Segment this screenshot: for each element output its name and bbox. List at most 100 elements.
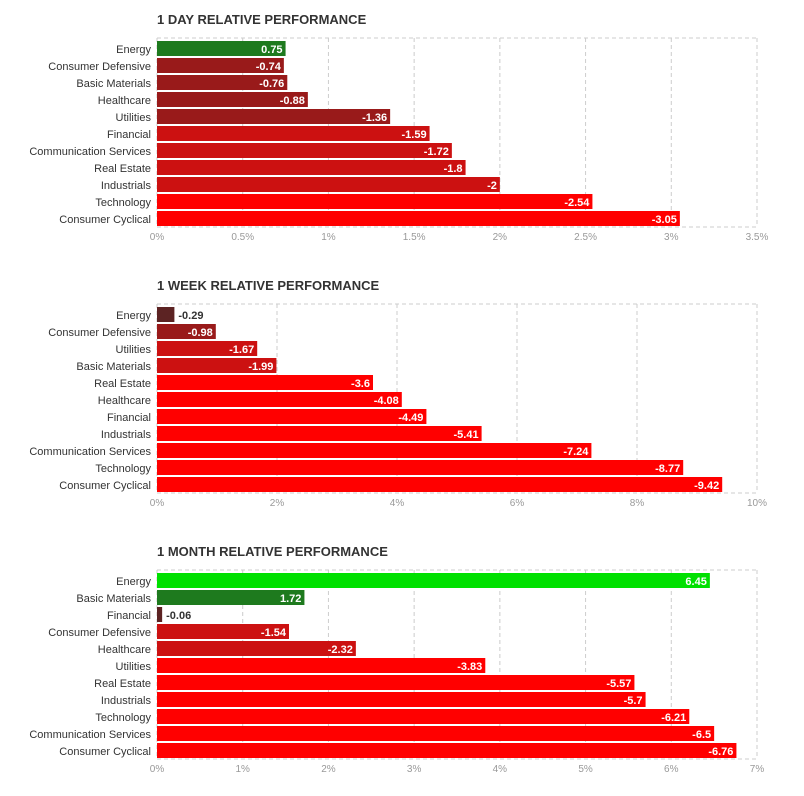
bar[interactable] bbox=[157, 211, 680, 226]
value-label: 0.75 bbox=[261, 44, 282, 56]
bar[interactable] bbox=[157, 443, 592, 458]
value-label: -0.29 bbox=[178, 310, 203, 322]
category-label: Healthcare bbox=[98, 644, 151, 656]
tick-label: 10% bbox=[747, 498, 767, 509]
category-label: Technology bbox=[95, 197, 151, 209]
chart-title: 1 DAY RELATIVE PERFORMANCE bbox=[157, 12, 367, 27]
category-label: Real Estate bbox=[94, 378, 151, 390]
bar[interactable] bbox=[157, 143, 452, 158]
bar[interactable] bbox=[157, 409, 427, 424]
value-label: -2.54 bbox=[564, 197, 590, 209]
category-label: Real Estate bbox=[94, 678, 151, 690]
category-label: Industrials bbox=[101, 695, 152, 707]
bar[interactable] bbox=[157, 341, 258, 356]
value-label: -6.21 bbox=[661, 712, 686, 724]
value-label: -1.59 bbox=[401, 129, 426, 141]
value-label: -1.67 bbox=[229, 344, 254, 356]
value-label: -0.06 bbox=[166, 610, 191, 622]
category-label: Utilities bbox=[116, 344, 152, 356]
bar[interactable] bbox=[157, 658, 486, 673]
category-label: Communication Services bbox=[29, 446, 151, 458]
category-label: Consumer Cyclical bbox=[59, 480, 151, 492]
bar[interactable] bbox=[157, 41, 286, 56]
bar[interactable] bbox=[157, 392, 402, 407]
bar[interactable] bbox=[157, 358, 277, 373]
tick-label: 3.5% bbox=[746, 232, 769, 243]
value-label: -0.74 bbox=[256, 61, 282, 73]
value-label: -1.8 bbox=[444, 163, 463, 175]
bar[interactable] bbox=[157, 194, 593, 209]
bar[interactable] bbox=[157, 160, 466, 175]
category-label: Utilities bbox=[116, 661, 152, 673]
value-label: -4.08 bbox=[374, 395, 399, 407]
category-label: Energy bbox=[116, 576, 151, 588]
category-label: Consumer Cyclical bbox=[59, 214, 151, 226]
category-label: Basic Materials bbox=[76, 593, 151, 605]
category-label: Communication Services bbox=[29, 729, 151, 741]
value-label: -5.57 bbox=[606, 678, 631, 690]
chart-title: 1 WEEK RELATIVE PERFORMANCE bbox=[157, 278, 380, 293]
bar[interactable] bbox=[157, 692, 646, 707]
category-label: Healthcare bbox=[98, 95, 151, 107]
bar[interactable] bbox=[157, 324, 216, 339]
bar[interactable] bbox=[157, 590, 305, 605]
bar[interactable] bbox=[157, 709, 690, 724]
value-label: 1.72 bbox=[280, 593, 301, 605]
tick-label: 2.5% bbox=[574, 232, 597, 243]
value-label: -1.36 bbox=[362, 112, 387, 124]
value-label: -0.88 bbox=[280, 95, 305, 107]
bar[interactable] bbox=[157, 624, 289, 639]
value-label: -1.99 bbox=[248, 361, 273, 373]
tick-label: 5% bbox=[578, 764, 593, 775]
chart-2: 1 MONTH RELATIVE PERFORMANCE 0% 1% 2% 3% 4% 5%… bbox=[29, 544, 764, 775]
value-label: -8.77 bbox=[655, 463, 680, 475]
bar[interactable] bbox=[157, 307, 175, 322]
bar[interactable] bbox=[157, 641, 356, 656]
tick-label: 8% bbox=[630, 498, 645, 509]
category-label: Industrials bbox=[101, 180, 152, 192]
category-label: Financial bbox=[107, 129, 151, 141]
value-label: -4.49 bbox=[398, 412, 423, 424]
tick-label: 6% bbox=[510, 498, 525, 509]
value-label: -5.41 bbox=[454, 429, 479, 441]
value-label: -1.54 bbox=[261, 627, 287, 639]
category-label: Communication Services bbox=[29, 146, 151, 158]
bar[interactable] bbox=[157, 126, 430, 141]
bar[interactable] bbox=[157, 460, 684, 475]
bar[interactable] bbox=[157, 426, 482, 441]
category-label: Consumer Defensive bbox=[48, 61, 151, 73]
value-label: -3.05 bbox=[652, 214, 677, 226]
value-label: -0.98 bbox=[188, 327, 213, 339]
bar[interactable] bbox=[157, 743, 737, 758]
category-label: Basic Materials bbox=[76, 78, 151, 90]
bar[interactable] bbox=[157, 726, 715, 741]
bar[interactable] bbox=[157, 573, 710, 588]
tick-label: 1% bbox=[321, 232, 336, 243]
tick-label: 1% bbox=[235, 764, 250, 775]
bar[interactable] bbox=[157, 375, 373, 390]
value-label: -3.6 bbox=[351, 378, 370, 390]
tick-label: 4% bbox=[493, 764, 508, 775]
bar[interactable] bbox=[157, 58, 284, 73]
tick-label: 7% bbox=[750, 764, 765, 775]
bar[interactable] bbox=[157, 477, 723, 492]
bar[interactable] bbox=[157, 92, 308, 107]
category-label: Real Estate bbox=[94, 163, 151, 175]
category-label: Consumer Defensive bbox=[48, 627, 151, 639]
bar[interactable] bbox=[157, 177, 500, 192]
category-label: Technology bbox=[95, 712, 151, 724]
bar[interactable] bbox=[157, 675, 635, 690]
tick-label: 0.5% bbox=[231, 232, 254, 243]
category-label: Technology bbox=[95, 463, 151, 475]
bar[interactable] bbox=[157, 607, 163, 622]
category-label: Energy bbox=[116, 310, 151, 322]
category-label: Consumer Defensive bbox=[48, 327, 151, 339]
tick-label: 0% bbox=[150, 232, 165, 243]
bar[interactable] bbox=[157, 109, 391, 124]
value-label: -9.42 bbox=[694, 480, 719, 492]
value-label: -1.72 bbox=[424, 146, 449, 158]
tick-label: 2% bbox=[270, 498, 285, 509]
bar[interactable] bbox=[157, 75, 288, 90]
tick-label: 3% bbox=[407, 764, 422, 775]
